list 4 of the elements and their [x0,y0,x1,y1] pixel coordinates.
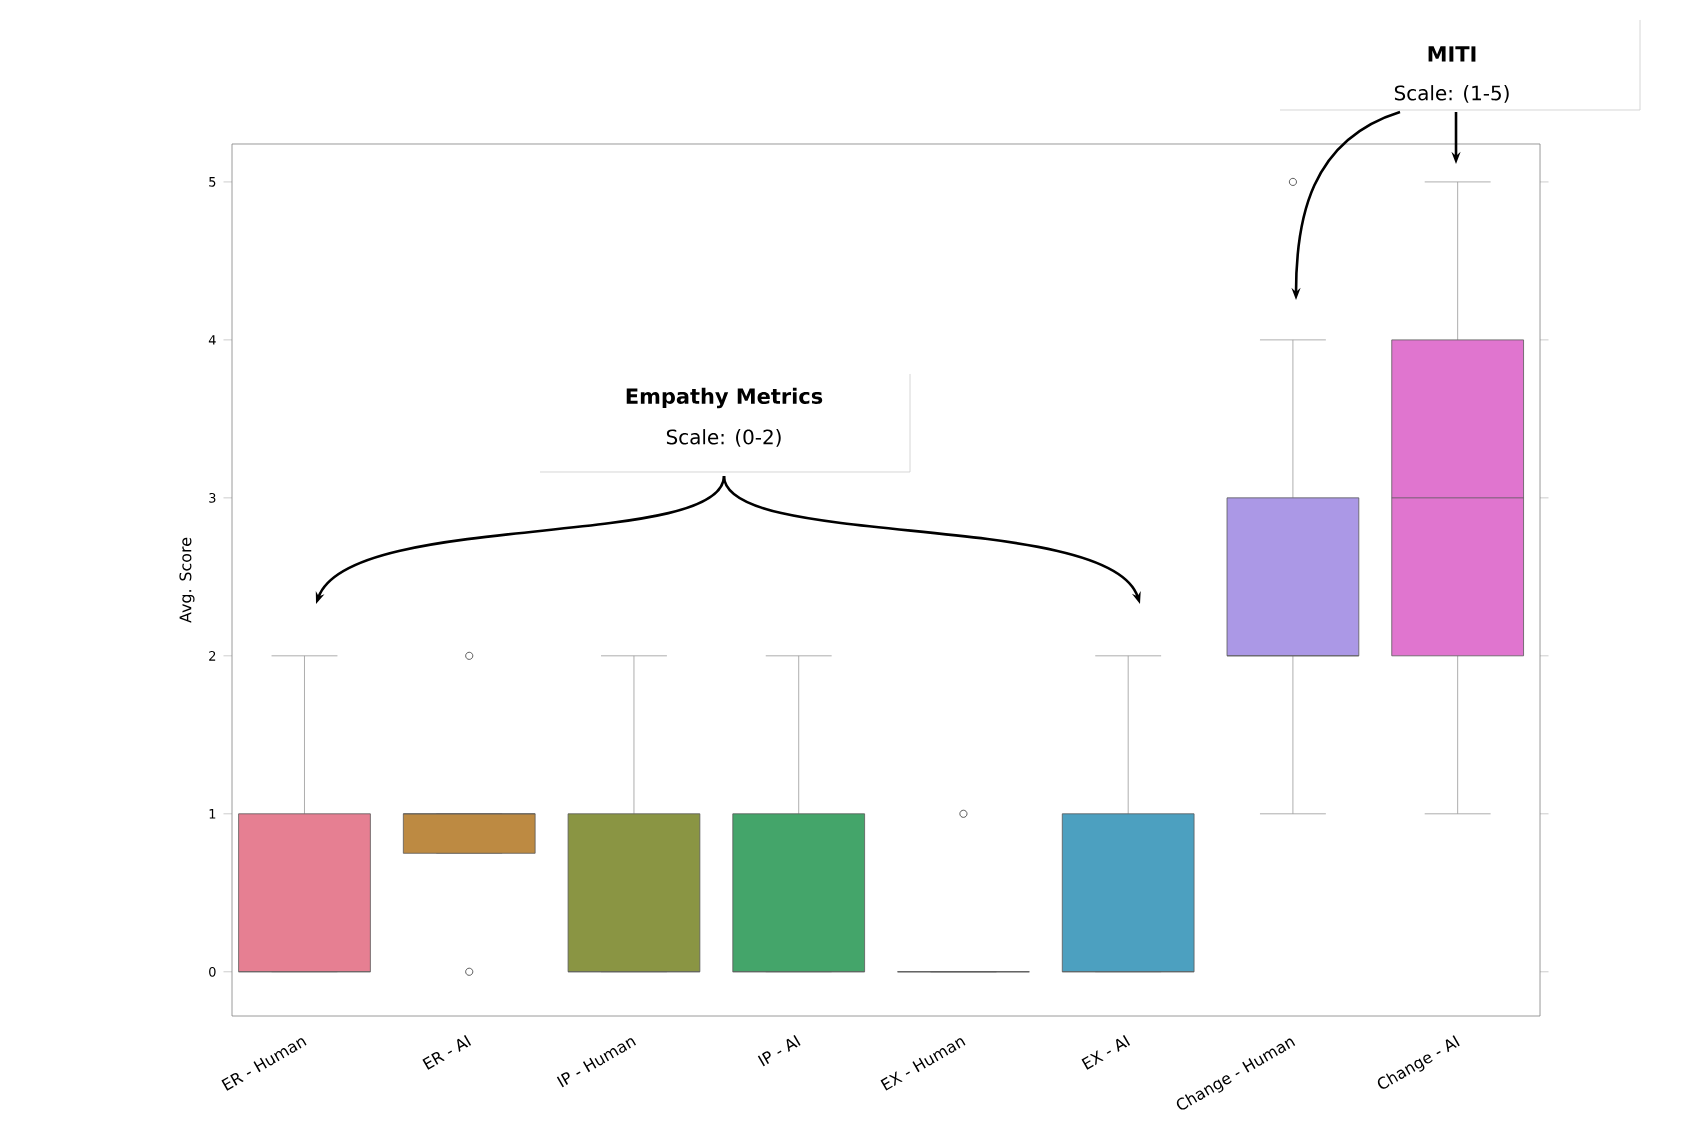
text: Scale: (1-5) [1394,85,1509,103]
text: MITI [1428,46,1476,62]
annotation: Empathy Metrics [626,387,823,409]
annotation: Scale: (0-2) [666,429,781,447]
